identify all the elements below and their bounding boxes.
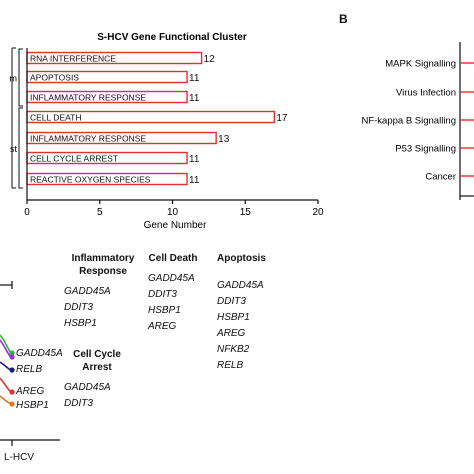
x-tick-label: 5 <box>97 207 103 218</box>
x-axis-label: Gene Number <box>144 220 207 231</box>
gene-item: GADD45A <box>64 382 111 393</box>
series-point <box>9 354 15 360</box>
gene-item: DDIT3 <box>148 289 177 300</box>
bar-category-label: NF-kappa B Signalling <box>361 116 456 127</box>
line-label: HSBP1 <box>16 400 49 411</box>
gene-item: GADD45A <box>64 286 111 297</box>
x-tick-label: 20 <box>312 207 324 218</box>
gene-item: DDIT3 <box>64 398 93 409</box>
gene-list-heading: Inflammatory Response <box>71 253 135 277</box>
gene-item: DDIT3 <box>217 296 246 307</box>
series-line <box>0 377 12 393</box>
line-label: RELB <box>16 364 43 375</box>
chart-title: S-HCV Gene Functional Cluster <box>97 32 247 43</box>
gene-item: HSBP1 <box>217 312 250 323</box>
gene-list-apoptosis: Apoptosis GADD45A DDIT3 HSBP1 AREG NFKB2… <box>217 252 277 374</box>
x-tick-label: 15 <box>240 207 252 218</box>
gene-item: HSBP1 <box>148 305 181 316</box>
bar-category-label: RNA INTERFERENCE <box>30 54 116 64</box>
bar-category-label: APOPTOSIS <box>30 73 79 83</box>
x-tick-label: 10 <box>167 207 179 218</box>
gene-list-cell-cycle: Cell Cycle Arrest GADD45A DDIT3 <box>64 348 130 412</box>
gene-item: GADD45A <box>217 280 264 291</box>
gene-list-heading: Cell Cycle Arrest <box>73 349 121 373</box>
gene-item: RELB <box>217 360 244 371</box>
gene-item: AREG <box>148 321 177 332</box>
bar-value-label: 11 <box>189 93 200 104</box>
bar-category-label: P53 Signalling <box>395 144 456 155</box>
gene-item: GADD45A <box>148 273 195 284</box>
pathway-bar-chart: MAPK Signalling Virus Infection NF-kappa B… <box>361 42 474 200</box>
bar-category-label: CELL CYCLE ARREST <box>30 154 118 164</box>
line-label: AREG <box>16 386 45 397</box>
series-line <box>0 395 12 405</box>
bar-category-label: Virus Infection <box>396 88 456 99</box>
bar-value-label: 12 <box>204 54 216 65</box>
gene-item: DDIT3 <box>64 302 93 313</box>
series-line <box>0 361 12 371</box>
group-bracket <box>18 48 23 107</box>
group-label: m <box>10 74 18 84</box>
gene-item: AREG <box>217 328 246 339</box>
bar-category-label: INFLAMMATORY RESPONSE <box>30 134 146 144</box>
bar-value-label: 11 <box>189 154 200 165</box>
bar-value-label: 13 <box>218 134 230 145</box>
gene-cluster-bar-chart: S-HCV Gene Functional Cluster RNA INTERFE… <box>10 32 324 231</box>
gene-list-heading: Apoptosis <box>217 253 266 264</box>
group-bracket <box>18 107 23 189</box>
bar-category-label: REACTIVE OXYGEN SPECIES <box>30 175 151 185</box>
gene-list-heading: Cell Death <box>148 253 198 264</box>
bar-value-label: 11 <box>189 175 200 186</box>
x-tick-label: 0 <box>24 207 30 218</box>
series-point <box>9 401 15 407</box>
series-point <box>9 389 15 395</box>
bar-category-label: INFLAMMATORY RESPONSE <box>30 93 146 103</box>
series-point <box>9 350 15 356</box>
bar-value-label: 11 <box>189 73 200 84</box>
bar-category-label: MAPK Signalling <box>385 59 456 70</box>
gene-list-inflammatory: Inflammatory Response GADD45A DDIT3 HSBP… <box>64 252 142 332</box>
gene-line-plot <box>0 281 60 446</box>
group-label: st <box>10 144 18 154</box>
gene-item: HSBP1 <box>64 318 97 329</box>
line-label: GADD45A <box>16 348 63 359</box>
gene-list-cell-death: Cell Death GADD45A DDIT3 HSBP1 AREG <box>148 252 198 335</box>
bottom-axis-label: L-HCV <box>4 452 35 463</box>
panel-b-label: B <box>339 12 348 26</box>
bar-value-label: 17 <box>276 113 288 124</box>
gene-item: NFKB2 <box>217 344 250 355</box>
bar-category-label: Cancer <box>425 172 456 183</box>
series-point <box>9 367 15 373</box>
bar-category-label: CELL DEATH <box>30 113 82 123</box>
